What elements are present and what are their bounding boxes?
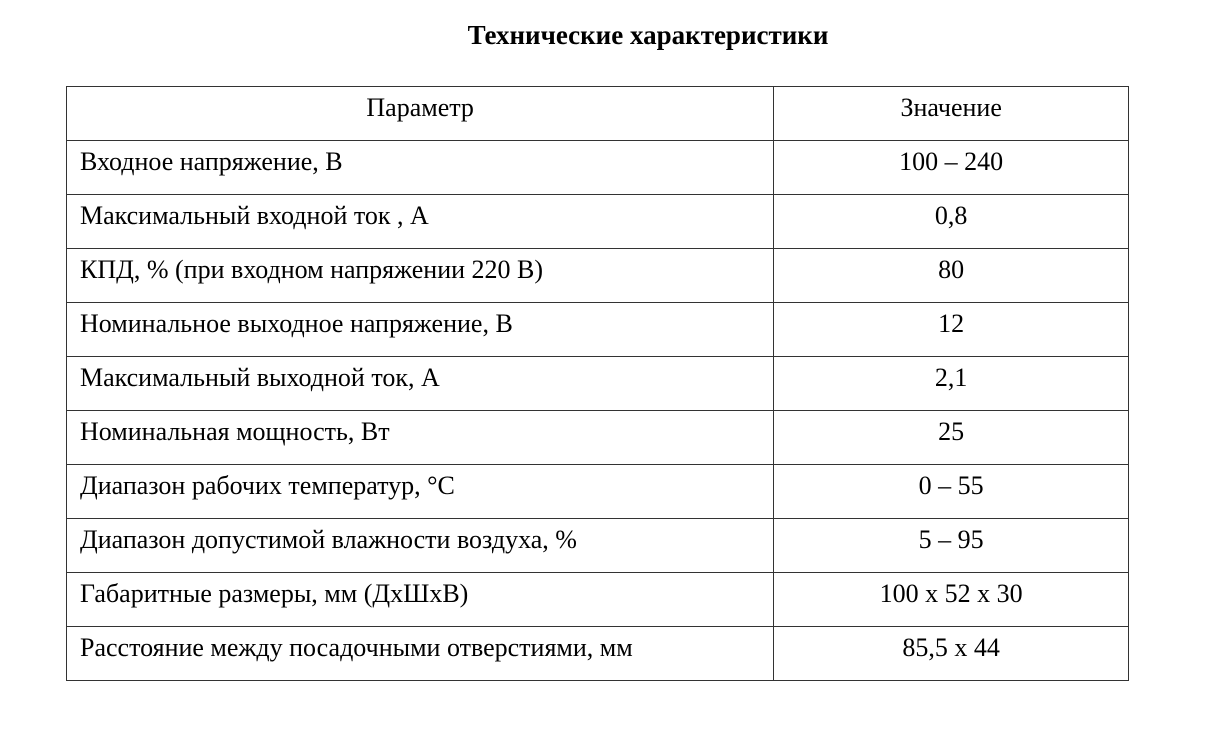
table-row: Габаритные размеры, мм (ДхШхВ) 100 х 52 х… <box>65 572 1129 627</box>
value-cell: 0 – 55 <box>773 464 1129 519</box>
parameter-cell: Максимальный входной ток , А <box>65 194 775 249</box>
table-row: Номинальная мощность, Вт 25 <box>65 410 1129 465</box>
table-row: КПД, % (при входном напряжении 220 В) 80 <box>65 248 1129 303</box>
parameter-cell: Входное напряжение, В <box>65 140 775 195</box>
header-parameter: Параметр <box>65 86 775 141</box>
parameter-cell: Номинальная мощность, Вт <box>65 410 775 465</box>
table-row: Максимальный выходной ток, А 2,1 <box>65 356 1129 411</box>
parameter-cell: Номинальное выходное напряжение, В <box>65 302 775 357</box>
value-cell: 5 – 95 <box>773 518 1129 573</box>
table-header-row: Параметр Значение <box>65 86 1129 141</box>
parameter-cell: Диапазон допустимой влажности воздуха, % <box>65 518 775 573</box>
parameter-cell: Диапазон рабочих температур, °С <box>65 464 775 519</box>
parameter-cell: Расстояние между посадочными отверстиями… <box>65 626 775 681</box>
value-cell: 100 – 240 <box>773 140 1129 195</box>
value-cell: 25 <box>773 410 1129 465</box>
value-cell: 2,1 <box>773 356 1129 411</box>
table-row: Расстояние между посадочными отверстиями… <box>65 626 1129 681</box>
parameter-cell: КПД, % (при входном напряжении 220 В) <box>65 248 775 303</box>
value-cell: 80 <box>773 248 1129 303</box>
table-row: Максимальный входной ток , А 0,8 <box>65 194 1129 249</box>
document-title: Технические характеристики <box>467 20 829 50</box>
value-cell: 85,5 х 44 <box>773 626 1129 681</box>
table-row: Входное напряжение, В 100 – 240 <box>65 140 1129 195</box>
header-value: Значение <box>773 86 1129 141</box>
table-row: Диапазон рабочих температур, °С 0 – 55 <box>65 464 1129 519</box>
table-row: Диапазон допустимой влажности воздуха, %… <box>65 518 1129 573</box>
value-cell: 12 <box>773 302 1129 357</box>
parameter-cell: Габаритные размеры, мм (ДхШхВ) <box>65 572 775 627</box>
value-cell: 100 х 52 х 30 <box>773 572 1129 627</box>
value-cell: 0,8 <box>773 194 1129 249</box>
parameter-cell: Максимальный выходной ток, А <box>65 356 775 411</box>
table-row: Номинальное выходное напряжение, В 12 <box>65 302 1129 357</box>
